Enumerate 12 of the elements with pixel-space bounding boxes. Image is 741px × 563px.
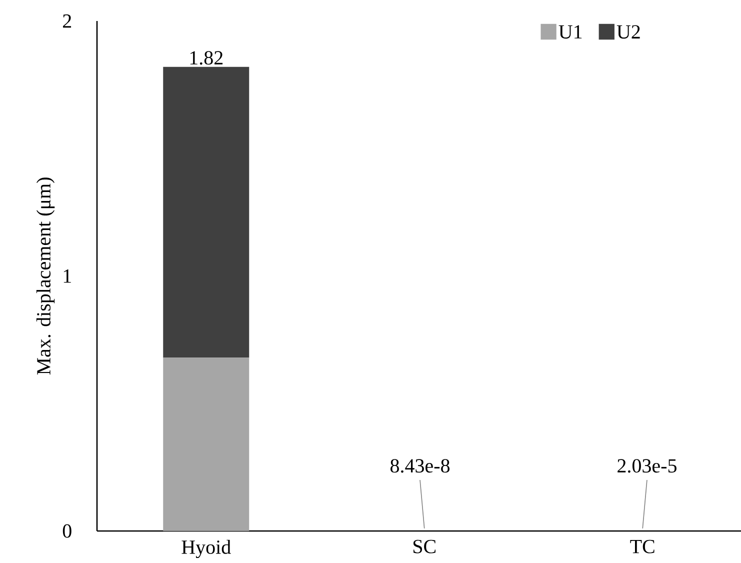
y-axis-title: Max. displacement (μm) — [36, 178, 55, 375]
y-tick-label: 0 — [62, 524, 72, 538]
total-label: 2.03e-5 — [618, 459, 676, 473]
legend-label: U2 — [616, 25, 640, 39]
x-tick-label: SC — [413, 540, 436, 554]
total-label: 8.43e-8 — [390, 459, 450, 473]
y-tick-label: 2 — [63, 14, 72, 28]
x-tick-label: TC — [630, 540, 654, 554]
total-label: 1.82 — [190, 51, 223, 65]
legend-label: U1 — [558, 25, 582, 39]
x-tick-label: Hyoid — [182, 540, 231, 558]
y-tick-label: 1 — [64, 269, 71, 283]
